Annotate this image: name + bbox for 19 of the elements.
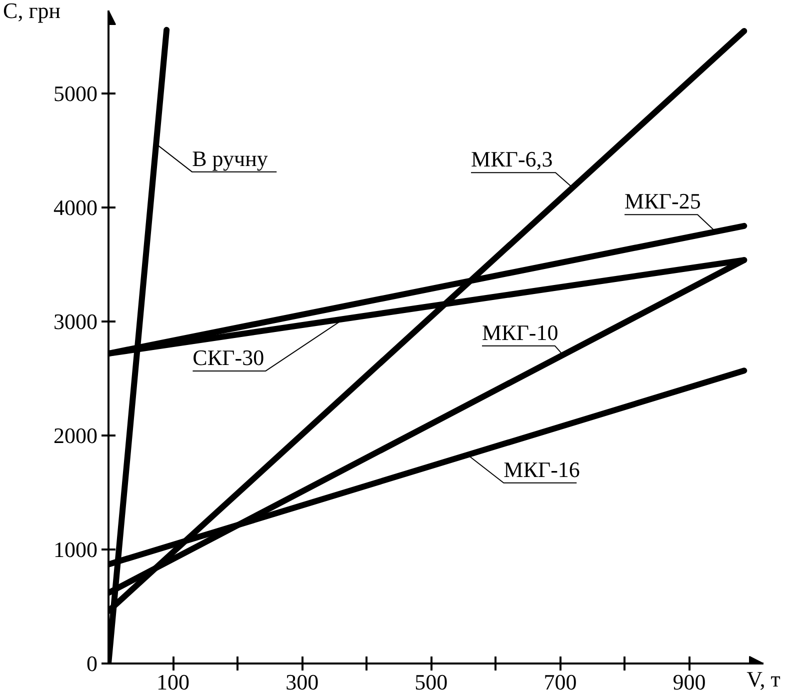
series-label: В ручну xyxy=(192,146,268,171)
x-tick-label: 300 xyxy=(286,670,319,694)
y-tick-label: 0 xyxy=(86,651,98,676)
series-label: МКГ-25 xyxy=(624,188,701,214)
x-tick-label: 700 xyxy=(544,670,577,694)
series-label: СКГ-30 xyxy=(192,344,264,370)
y-tick-label: 4000 xyxy=(54,195,98,220)
y-tick-label: 3000 xyxy=(54,309,98,334)
x-axis-title: V, т xyxy=(746,666,781,692)
y-tick-label: 1000 xyxy=(54,537,98,562)
x-tick-label: 500 xyxy=(414,670,448,694)
y-tick-label: 5000 xyxy=(54,81,98,106)
series-label: МКГ-10 xyxy=(482,320,558,345)
y-tick-label: 2000 xyxy=(54,423,98,448)
x-tick-label: 900 xyxy=(672,670,706,694)
x-tick-label: 100 xyxy=(156,670,190,694)
y-axis-title: C, грн xyxy=(3,0,61,23)
series-label: МКГ-6,3 xyxy=(471,146,553,172)
series-label: МКГ-16 xyxy=(504,456,580,482)
